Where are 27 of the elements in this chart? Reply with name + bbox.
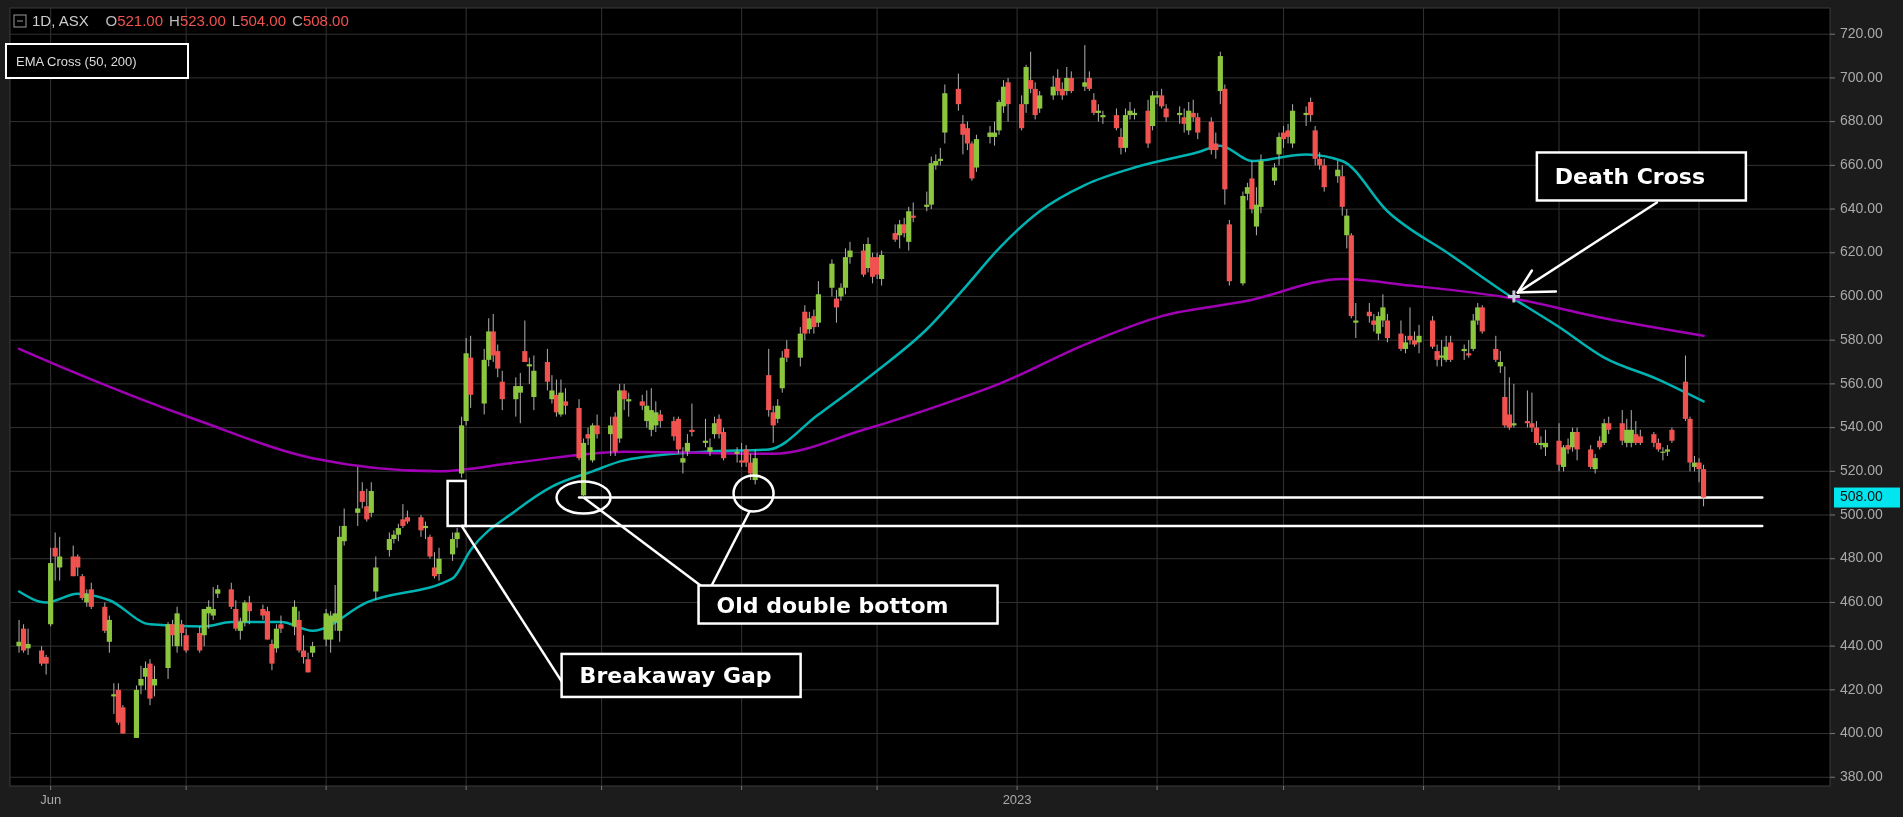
annotation: Death Cross	[1554, 164, 1706, 190]
chart-title: 1D, ASX	[32, 12, 89, 29]
y-tick-label: 520.00	[1840, 462, 1884, 479]
x-tick-label: 2023	[1002, 792, 1032, 807]
annotation: EMA Cross (50, 200)	[16, 54, 137, 69]
y-tick-label: 400.00	[1840, 724, 1884, 741]
y-tick-label: 580.00	[1840, 330, 1884, 347]
y-tick-label: 460.00	[1840, 593, 1884, 610]
y-tick-label: 680.00	[1840, 112, 1884, 129]
y-tick-label: 620.00	[1840, 243, 1884, 260]
y-tick-label: 640.00	[1840, 199, 1884, 216]
y-tick-label: 600.00	[1840, 287, 1884, 304]
y-tick-label: 560.00	[1840, 374, 1884, 391]
annotation: Old double bottom	[716, 592, 949, 618]
y-tick-label: 540.00	[1840, 418, 1884, 435]
y-tick-label: 420.00	[1840, 680, 1884, 697]
y-tick-label: 380.00	[1840, 767, 1884, 784]
y-tick-label: 440.00	[1840, 636, 1884, 653]
y-tick-label: 660.00	[1840, 156, 1884, 173]
y-tick-label: 500.00	[1840, 505, 1884, 522]
x-tick-label: Jun	[40, 792, 62, 807]
y-tick-label: 480.00	[1840, 549, 1884, 566]
y-tick-label: 720.00	[1840, 24, 1884, 41]
text: 508.00	[1840, 488, 1884, 505]
y-tick-label: 700.00	[1840, 68, 1884, 85]
annotation: Breakaway Gap	[579, 663, 772, 689]
chart-subtitle: O521.00 H523.00 L504.00 C508.00	[105, 12, 349, 29]
